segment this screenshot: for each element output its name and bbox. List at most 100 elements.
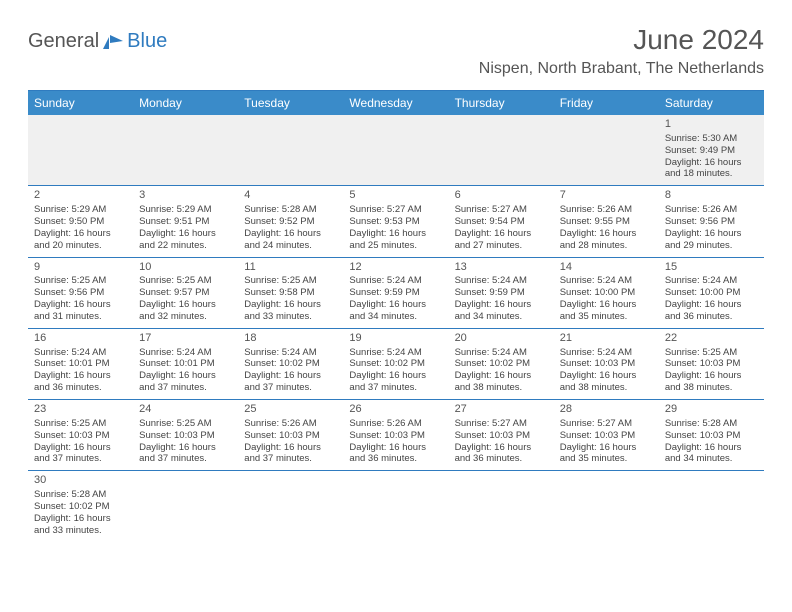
day-cell: 7Sunrise: 5:26 AMSunset: 9:55 PMDaylight…	[554, 186, 659, 256]
day-number: 16	[34, 332, 127, 346]
day-cell: 29Sunrise: 5:28 AMSunset: 10:03 PMDaylig…	[659, 400, 764, 470]
sunrise-line: Sunrise: 5:24 AM	[34, 347, 127, 359]
sunrise-line: Sunrise: 5:26 AM	[244, 418, 337, 430]
day-number: 8	[665, 189, 758, 203]
sunrise-line: Sunrise: 5:25 AM	[139, 418, 232, 430]
daylight-line: Daylight: 16 hours and 18 minutes.	[665, 157, 758, 181]
day-number: 21	[560, 332, 653, 346]
day-number: 13	[455, 261, 548, 275]
day-cell: 11Sunrise: 5:25 AMSunset: 9:58 PMDayligh…	[238, 258, 343, 328]
day-cell: 2Sunrise: 5:29 AMSunset: 9:50 PMDaylight…	[28, 186, 133, 256]
day-cell	[238, 471, 343, 541]
day-number: 7	[560, 189, 653, 203]
day-number: 27	[455, 403, 548, 417]
sunset-line: Sunset: 10:03 PM	[560, 430, 653, 442]
day-cell: 18Sunrise: 5:24 AMSunset: 10:02 PMDaylig…	[238, 329, 343, 399]
daylight-line: Daylight: 16 hours and 36 minutes.	[349, 442, 442, 466]
weekday-header: Wednesday	[343, 91, 448, 115]
day-cell: 17Sunrise: 5:24 AMSunset: 10:01 PMDaylig…	[133, 329, 238, 399]
day-cell: 16Sunrise: 5:24 AMSunset: 10:01 PMDaylig…	[28, 329, 133, 399]
day-number: 10	[139, 261, 232, 275]
sunrise-line: Sunrise: 5:24 AM	[139, 347, 232, 359]
daylight-line: Daylight: 16 hours and 37 minutes.	[139, 442, 232, 466]
day-cell: 4Sunrise: 5:28 AMSunset: 9:52 PMDaylight…	[238, 186, 343, 256]
day-cell	[238, 115, 343, 185]
day-cell	[554, 115, 659, 185]
day-cell	[343, 471, 448, 541]
weeks-container: 1Sunrise: 5:30 AMSunset: 9:49 PMDaylight…	[28, 115, 764, 542]
sunrise-line: Sunrise: 5:24 AM	[244, 347, 337, 359]
daylight-line: Daylight: 16 hours and 33 minutes.	[34, 513, 127, 537]
sunrise-line: Sunrise: 5:25 AM	[665, 347, 758, 359]
daylight-line: Daylight: 16 hours and 37 minutes.	[244, 442, 337, 466]
daylight-line: Daylight: 16 hours and 24 minutes.	[244, 228, 337, 252]
sunset-line: Sunset: 9:49 PM	[665, 145, 758, 157]
day-cell	[343, 115, 448, 185]
sunset-line: Sunset: 9:58 PM	[244, 287, 337, 299]
sunset-line: Sunset: 10:03 PM	[560, 358, 653, 370]
week-row: 30Sunrise: 5:28 AMSunset: 10:02 PMDaylig…	[28, 471, 764, 541]
sunset-line: Sunset: 10:02 PM	[244, 358, 337, 370]
sunrise-line: Sunrise: 5:24 AM	[455, 347, 548, 359]
day-cell: 25Sunrise: 5:26 AMSunset: 10:03 PMDaylig…	[238, 400, 343, 470]
sunrise-line: Sunrise: 5:26 AM	[560, 204, 653, 216]
daylight-line: Daylight: 16 hours and 36 minutes.	[455, 442, 548, 466]
day-number: 20	[455, 332, 548, 346]
daylight-line: Daylight: 16 hours and 34 minutes.	[349, 299, 442, 323]
daylight-line: Daylight: 16 hours and 29 minutes.	[665, 228, 758, 252]
daylight-line: Daylight: 16 hours and 36 minutes.	[665, 299, 758, 323]
daylight-line: Daylight: 16 hours and 37 minutes.	[34, 442, 127, 466]
day-cell: 30Sunrise: 5:28 AMSunset: 10:02 PMDaylig…	[28, 471, 133, 541]
day-cell	[133, 471, 238, 541]
daylight-line: Daylight: 16 hours and 27 minutes.	[455, 228, 548, 252]
location: Nispen, North Brabant, The Netherlands	[479, 60, 764, 78]
sunrise-line: Sunrise: 5:27 AM	[455, 418, 548, 430]
day-number: 22	[665, 332, 758, 346]
logo-text-blue: Blue	[127, 30, 167, 53]
header: General Blue June 2024 Nispen, North Bra…	[28, 24, 764, 78]
sunset-line: Sunset: 9:56 PM	[665, 216, 758, 228]
day-cell: 8Sunrise: 5:26 AMSunset: 9:56 PMDaylight…	[659, 186, 764, 256]
logo: General Blue	[28, 30, 167, 53]
sunrise-line: Sunrise: 5:29 AM	[139, 204, 232, 216]
sunrise-line: Sunrise: 5:24 AM	[349, 347, 442, 359]
sunset-line: Sunset: 10:03 PM	[139, 430, 232, 442]
day-cell: 23Sunrise: 5:25 AMSunset: 10:03 PMDaylig…	[28, 400, 133, 470]
weekday-header: Monday	[133, 91, 238, 115]
day-number: 11	[244, 261, 337, 275]
daylight-line: Daylight: 16 hours and 25 minutes.	[349, 228, 442, 252]
day-number: 29	[665, 403, 758, 417]
day-number: 15	[665, 261, 758, 275]
daylight-line: Daylight: 16 hours and 38 minutes.	[665, 370, 758, 394]
sunset-line: Sunset: 9:59 PM	[349, 287, 442, 299]
sunset-line: Sunset: 10:03 PM	[349, 430, 442, 442]
sunrise-line: Sunrise: 5:24 AM	[560, 347, 653, 359]
day-cell: 14Sunrise: 5:24 AMSunset: 10:00 PMDaylig…	[554, 258, 659, 328]
daylight-line: Daylight: 16 hours and 20 minutes.	[34, 228, 127, 252]
weekday-header: Thursday	[449, 91, 554, 115]
sunrise-line: Sunrise: 5:27 AM	[455, 204, 548, 216]
day-cell: 6Sunrise: 5:27 AMSunset: 9:54 PMDaylight…	[449, 186, 554, 256]
daylight-line: Daylight: 16 hours and 37 minutes.	[349, 370, 442, 394]
day-cell: 19Sunrise: 5:24 AMSunset: 10:02 PMDaylig…	[343, 329, 448, 399]
daylight-line: Daylight: 16 hours and 35 minutes.	[560, 299, 653, 323]
daylight-line: Daylight: 16 hours and 34 minutes.	[455, 299, 548, 323]
day-number: 5	[349, 189, 442, 203]
day-cell	[554, 471, 659, 541]
day-cell: 24Sunrise: 5:25 AMSunset: 10:03 PMDaylig…	[133, 400, 238, 470]
sunset-line: Sunset: 10:03 PM	[34, 430, 127, 442]
weekday-header: Tuesday	[238, 91, 343, 115]
daylight-line: Daylight: 16 hours and 28 minutes.	[560, 228, 653, 252]
sunrise-line: Sunrise: 5:25 AM	[34, 418, 127, 430]
daylight-line: Daylight: 16 hours and 38 minutes.	[560, 370, 653, 394]
sunrise-line: Sunrise: 5:28 AM	[244, 204, 337, 216]
daylight-line: Daylight: 16 hours and 38 minutes.	[455, 370, 548, 394]
day-number: 4	[244, 189, 337, 203]
sunrise-line: Sunrise: 5:24 AM	[665, 275, 758, 287]
logo-text-general: General	[28, 30, 99, 53]
day-cell: 12Sunrise: 5:24 AMSunset: 9:59 PMDayligh…	[343, 258, 448, 328]
sunset-line: Sunset: 10:03 PM	[665, 430, 758, 442]
day-number: 12	[349, 261, 442, 275]
sunrise-line: Sunrise: 5:28 AM	[665, 418, 758, 430]
day-cell: 22Sunrise: 5:25 AMSunset: 10:03 PMDaylig…	[659, 329, 764, 399]
